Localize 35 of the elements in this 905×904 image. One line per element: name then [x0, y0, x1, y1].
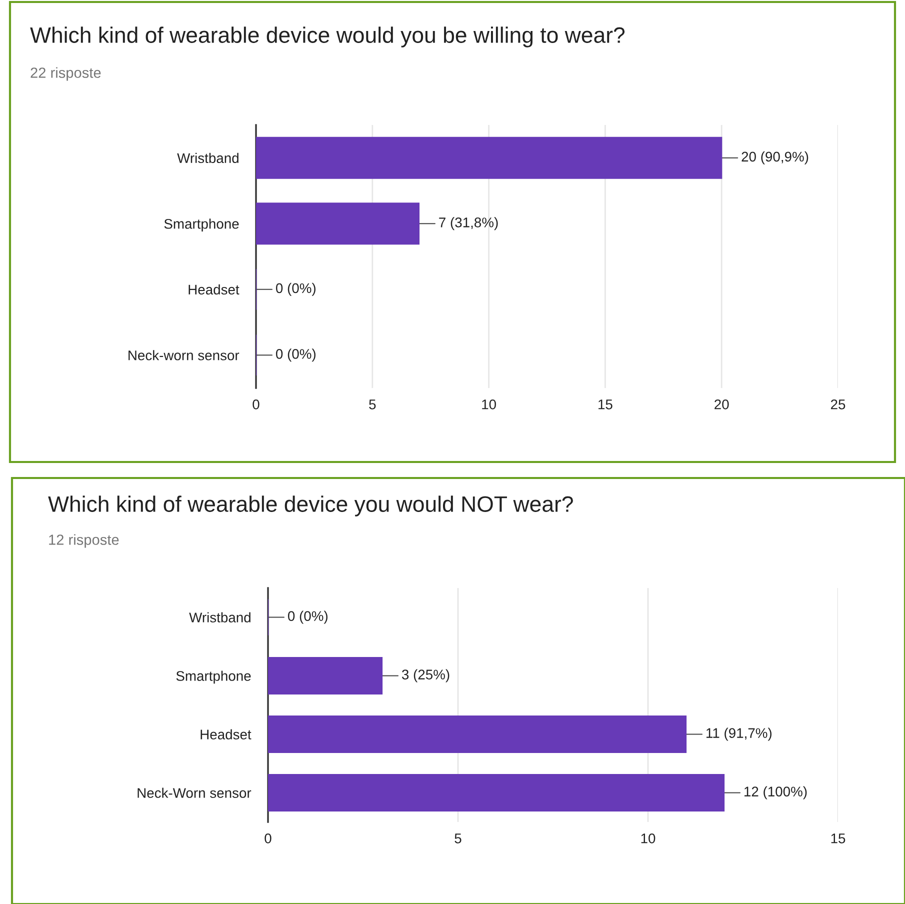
y-tick-label: Headset [200, 729, 252, 740]
text: 12 risposte [49, 534, 119, 548]
y-tick-label: Headset [188, 284, 240, 295]
x-tick-label: 15 [598, 400, 612, 410]
bar [268, 657, 383, 694]
bar [268, 774, 725, 812]
x-tick-label: 0 [252, 399, 260, 410]
y-tick-label: Wristband [189, 612, 250, 622]
data-label: 0 (0%) [276, 348, 316, 362]
bar [256, 202, 420, 245]
data-label: 20 (90,9%) [742, 151, 808, 164]
data-label: 12 (100%) [744, 786, 807, 800]
data-label: 3 (25%) [402, 669, 450, 682]
y-tick-label: Neck-Worn sensor [138, 788, 252, 798]
data-label: 0 (0%) [288, 610, 328, 624]
chart-title: Which kind of wearable device you would NOT wear? [48, 496, 573, 516]
y-tick-label: Smartphone [176, 670, 251, 684]
text: 22 risposte [30, 67, 101, 81]
y-tick-label: Smartphone [164, 218, 239, 232]
x-tick-label: 15 [831, 834, 846, 844]
x-tick-label: 5 [369, 400, 376, 410]
data-label: 0 (0%) [276, 282, 316, 296]
x-tick-label: 25 [830, 399, 846, 410]
x-tick-label: 10 [482, 399, 496, 410]
x-tick-label: 20 [714, 399, 729, 410]
chart-title: Which kind of wearable device would you be willing to wear? [30, 26, 625, 48]
y-tick-label: Wristband [177, 152, 238, 164]
data-label: 11 (91,7%) [706, 728, 772, 741]
data-label: 7 (31,8%) [439, 217, 498, 230]
x-tick-label: 5 [454, 834, 462, 844]
x-tick-label: 10 [641, 833, 656, 844]
y-tick-label: Neck-worn sensor [128, 350, 240, 360]
x-tick-label: 0 [264, 833, 272, 844]
bar [256, 136, 722, 179]
bar [268, 716, 687, 753]
